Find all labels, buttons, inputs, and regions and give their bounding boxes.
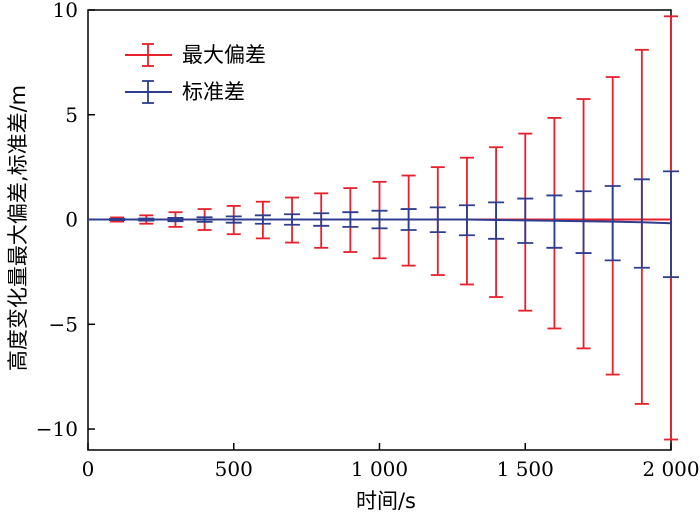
legend-label-max-deviation: 最大偏差 xyxy=(182,43,266,67)
legend-item-max-deviation: 最大偏差 xyxy=(125,43,266,67)
y-tick-label: 10 xyxy=(53,0,78,22)
error-bar xyxy=(633,178,650,269)
series-line xyxy=(88,218,672,225)
y-tick-label: 0 xyxy=(65,208,78,232)
x-tick-label: 2 000 xyxy=(642,457,699,481)
x-tick-label: 1 500 xyxy=(497,457,554,481)
x-axis-title: 时间/s xyxy=(356,489,416,513)
legend-item-std-deviation: 标准差 xyxy=(125,80,245,104)
series-std-deviation xyxy=(88,170,679,279)
x-tick-label: 0 xyxy=(82,457,95,481)
y-tick-label: −5 xyxy=(49,312,78,336)
x-tick-label: 500 xyxy=(215,457,253,481)
legend: 最大偏差 标准差 xyxy=(125,43,266,104)
chart-marks: 0 500 1 000 1 500 2 000 −10 −5 0 5 10 xyxy=(36,0,700,481)
error-bar xyxy=(604,185,621,262)
x-tick-label: 1 000 xyxy=(351,457,408,481)
y-tick-label: 5 xyxy=(65,103,78,127)
legend-label-std-deviation: 标准差 xyxy=(182,80,245,104)
y-tick-label: −10 xyxy=(36,417,78,441)
error-bar xyxy=(663,170,679,279)
y-axis-title: 高度变化量最大偏差,标准差/m xyxy=(6,85,30,371)
